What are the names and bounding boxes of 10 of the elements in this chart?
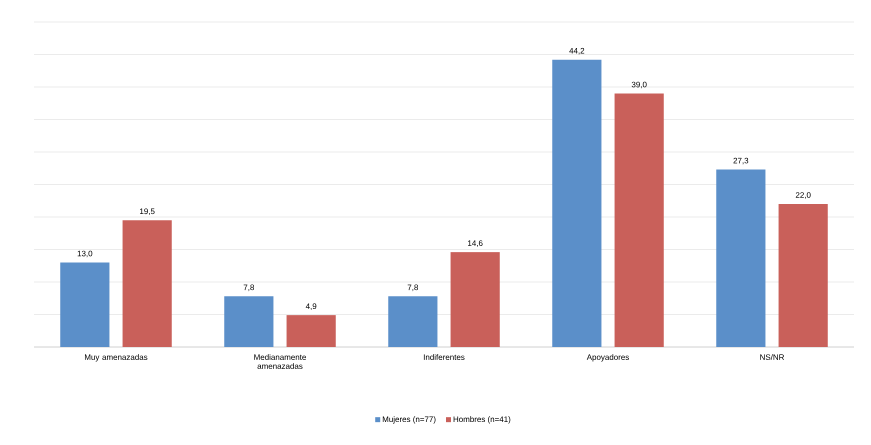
bar bbox=[552, 60, 602, 347]
bar bbox=[716, 170, 766, 347]
bar bbox=[286, 315, 336, 347]
bar bbox=[778, 204, 828, 347]
bar bbox=[450, 252, 500, 347]
bar bbox=[614, 93, 664, 347]
bar bbox=[224, 296, 274, 347]
bar bbox=[388, 296, 438, 347]
bar bbox=[122, 220, 172, 347]
bar bbox=[60, 262, 110, 347]
